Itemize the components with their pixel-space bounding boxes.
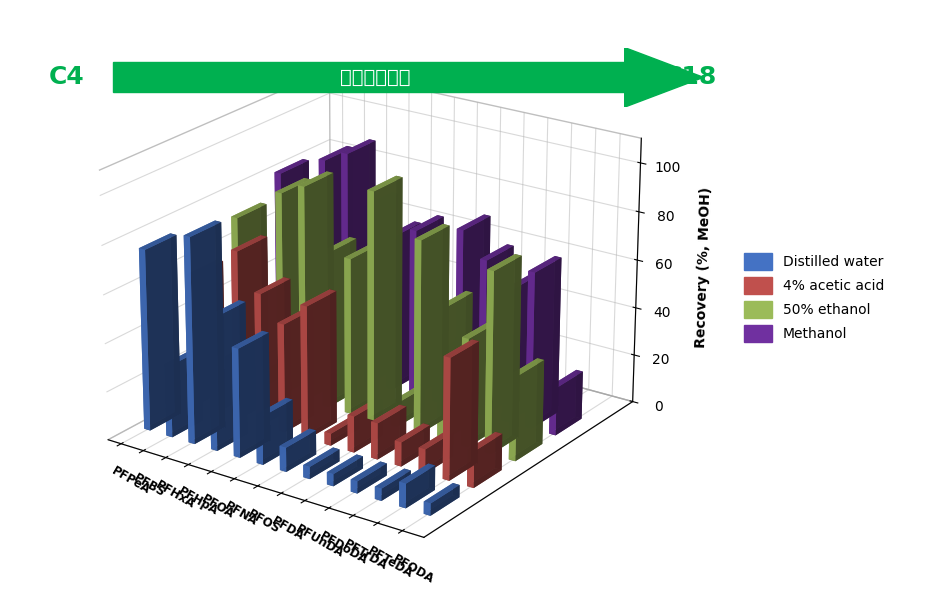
Polygon shape [625, 48, 704, 107]
Text: 과불화탄소수: 과불화탄소수 [340, 68, 411, 87]
Text: C4: C4 [49, 65, 84, 89]
Text: C18: C18 [664, 65, 717, 89]
Legend: Distilled water, 4% acetic acid, 50% ethanol, Methanol: Distilled water, 4% acetic acid, 50% eth… [738, 248, 890, 347]
Bar [113, 62, 625, 92]
